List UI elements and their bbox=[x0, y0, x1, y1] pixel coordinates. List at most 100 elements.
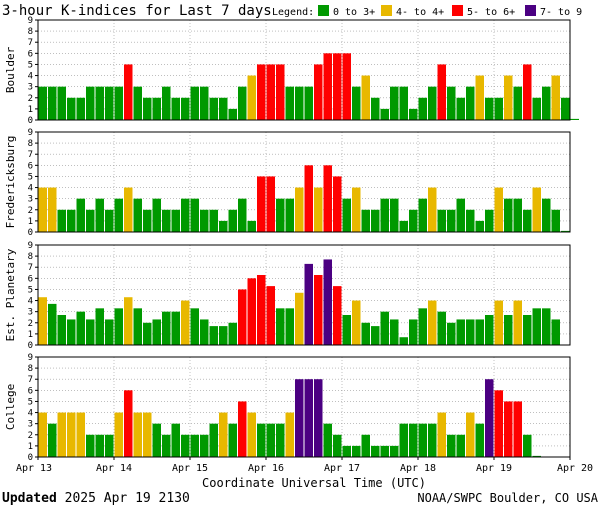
panel-label-2: Fredericksburg bbox=[4, 136, 17, 229]
bar-4-16 bbox=[181, 434, 190, 457]
bar-1-26 bbox=[276, 64, 285, 120]
bar-1-56 bbox=[561, 97, 570, 120]
y-tick-label: 1 bbox=[28, 330, 33, 340]
bar-4-36 bbox=[371, 445, 380, 457]
bar-3-36 bbox=[371, 326, 380, 345]
y-tick-label: 3 bbox=[28, 83, 33, 93]
bar-2-14 bbox=[162, 209, 171, 232]
bar-2-29 bbox=[304, 165, 313, 232]
y-tick-label: 5 bbox=[28, 60, 33, 70]
bar-1-11 bbox=[133, 86, 142, 120]
bar-3-27 bbox=[285, 308, 294, 345]
bar-1-10 bbox=[124, 64, 133, 120]
bar-2-26 bbox=[276, 198, 285, 232]
bar-3-1 bbox=[38, 297, 47, 345]
bar-4-8 bbox=[105, 434, 114, 457]
bar-2-19 bbox=[209, 209, 218, 232]
bar-1-4 bbox=[67, 97, 76, 120]
bar-2-34 bbox=[352, 187, 361, 232]
y-tick-label: 8 bbox=[28, 27, 33, 37]
bar-4-43 bbox=[437, 412, 446, 457]
bar-3-24 bbox=[257, 275, 266, 345]
bar-2-21 bbox=[228, 209, 237, 232]
bar-4-30 bbox=[314, 379, 323, 457]
bar-4-49 bbox=[494, 390, 503, 457]
bar-2-2 bbox=[48, 187, 57, 232]
bar-3-25 bbox=[266, 286, 275, 345]
bar-2-32 bbox=[333, 176, 342, 232]
y-tick-label: 8 bbox=[28, 364, 33, 374]
updated-time: 2025 Apr 19 2130 bbox=[64, 491, 190, 506]
bar-1-38 bbox=[390, 86, 399, 120]
y-tick-label: 9 bbox=[28, 16, 33, 26]
y-tick-label: 5 bbox=[28, 397, 33, 407]
y-tick-label: 2 bbox=[28, 431, 33, 441]
y-tick-label: 7 bbox=[28, 263, 33, 273]
y-tick-label: 9 bbox=[28, 128, 33, 138]
legend-entry-2: 4- to 4+ bbox=[396, 7, 444, 18]
bar-1-22 bbox=[238, 86, 247, 120]
y-tick-label: 4 bbox=[28, 184, 33, 194]
bar-4-20 bbox=[219, 412, 228, 457]
bar-3-32 bbox=[333, 286, 342, 345]
panel-label-4: College bbox=[4, 384, 17, 430]
bar-4-41 bbox=[418, 423, 427, 457]
bar-1-46 bbox=[466, 86, 475, 120]
bar-1-37 bbox=[380, 108, 389, 120]
bar-3-44 bbox=[447, 322, 456, 345]
legend-entry-1: 0 to 3+ bbox=[333, 7, 375, 18]
bar-3-35 bbox=[361, 322, 370, 345]
bar-2-51 bbox=[513, 198, 522, 232]
bar-3-29 bbox=[304, 263, 313, 345]
bar-1-41 bbox=[418, 97, 427, 120]
x-tick-label: Apr 15 bbox=[172, 463, 208, 474]
bar-4-46 bbox=[466, 412, 475, 457]
chart-title: 3-hour K-indices for Last 7 days bbox=[2, 3, 272, 19]
bar-3-55 bbox=[551, 319, 560, 345]
bar-3-12 bbox=[143, 322, 152, 345]
bar-2-27 bbox=[285, 198, 294, 232]
y-tick-label: 1 bbox=[28, 105, 33, 115]
bar-4-52 bbox=[523, 434, 532, 457]
bar-3-46 bbox=[466, 319, 475, 345]
bar-1-6 bbox=[86, 86, 95, 120]
bar-4-40 bbox=[409, 423, 418, 457]
bar-1-27 bbox=[285, 86, 294, 120]
y-tick-label: 6 bbox=[28, 49, 33, 59]
bar-4-7 bbox=[95, 434, 104, 457]
legend-swatch-1 bbox=[318, 5, 329, 16]
bar-2-42 bbox=[428, 187, 437, 232]
bar-2-18 bbox=[200, 209, 209, 232]
bar-4-9 bbox=[114, 412, 123, 457]
bar-1-7 bbox=[95, 86, 104, 120]
bar-2-8 bbox=[105, 209, 114, 232]
y-tick-label: 2 bbox=[28, 206, 33, 216]
bar-4-4 bbox=[67, 412, 76, 457]
panel-label-3: Est. Planetary bbox=[4, 248, 17, 341]
bar-3-53 bbox=[532, 308, 541, 345]
bar-4-2 bbox=[48, 423, 57, 457]
bar-4-31 bbox=[323, 423, 332, 457]
bar-3-34 bbox=[352, 300, 361, 345]
bar-4-18 bbox=[200, 434, 209, 457]
bar-1-12 bbox=[143, 97, 152, 120]
bar-3-7 bbox=[95, 308, 104, 345]
bar-1-40 bbox=[409, 108, 418, 120]
legend-swatch-3 bbox=[452, 5, 463, 16]
bar-2-28 bbox=[295, 187, 304, 232]
bar-3-11 bbox=[133, 308, 142, 345]
bar-3-28 bbox=[295, 292, 304, 345]
bar-3-5 bbox=[76, 311, 85, 345]
bar-2-16 bbox=[181, 198, 190, 232]
y-tick-label: 6 bbox=[28, 386, 33, 396]
bar-1-19 bbox=[209, 97, 218, 120]
legend-entry-4: 7- to 9 bbox=[540, 7, 582, 18]
legend-swatch-2 bbox=[381, 5, 392, 16]
bar-3-42 bbox=[428, 300, 437, 345]
bar-3-15 bbox=[171, 311, 180, 345]
bar-2-6 bbox=[86, 209, 95, 232]
y-tick-label: 4 bbox=[28, 409, 33, 419]
bar-1-21 bbox=[228, 108, 237, 120]
bar-2-11 bbox=[133, 198, 142, 232]
bar-3-51 bbox=[513, 300, 522, 345]
